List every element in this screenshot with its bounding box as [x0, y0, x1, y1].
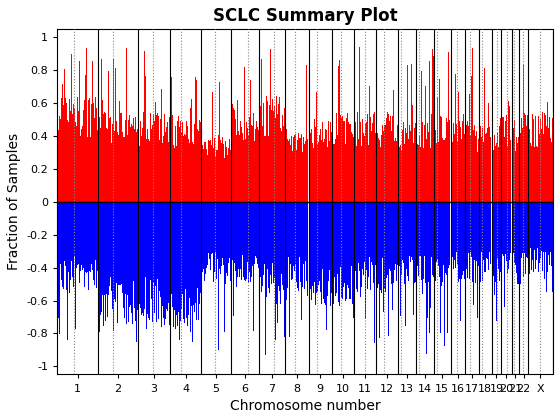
- Y-axis label: Fraction of Samples: Fraction of Samples: [7, 133, 21, 270]
- X-axis label: Chromosome number: Chromosome number: [230, 399, 380, 413]
- Title: SCLC Summary Plot: SCLC Summary Plot: [213, 7, 398, 25]
